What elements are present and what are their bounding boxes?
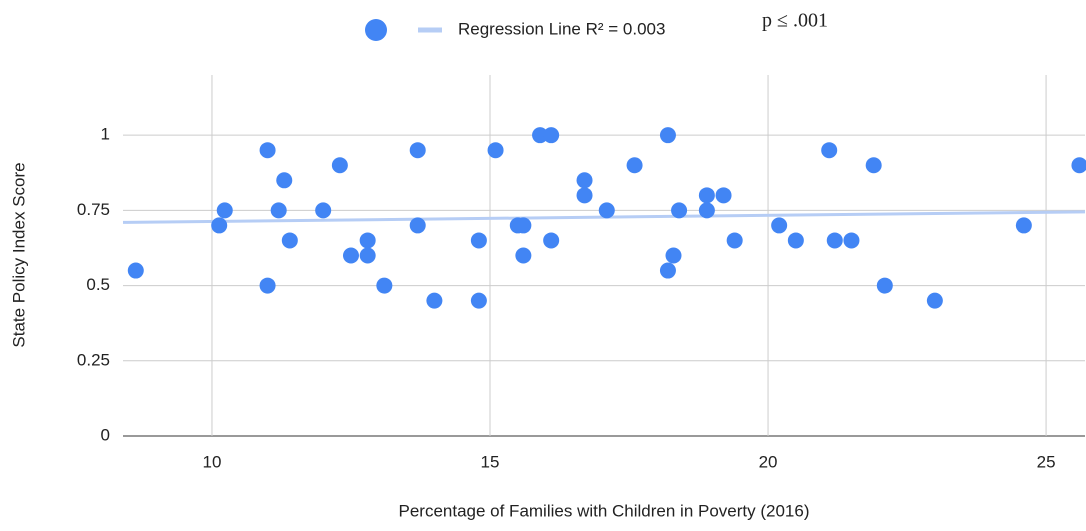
y-axis-title: State Policy Index Score: [9, 162, 28, 347]
point: [211, 217, 228, 234]
y-tick-label: 0: [101, 425, 110, 444]
x-tick-label: 20: [759, 452, 778, 471]
legend-marker: [365, 19, 387, 41]
point: [281, 232, 298, 249]
point: [659, 127, 676, 144]
x-tick-label: 25: [1037, 452, 1056, 471]
point: [409, 142, 426, 159]
point: [926, 292, 943, 309]
point: [409, 217, 426, 234]
point: [726, 232, 743, 249]
point: [470, 232, 487, 249]
point: [515, 247, 532, 264]
point: [543, 127, 560, 144]
x-tick-label: 15: [481, 452, 500, 471]
point: [487, 142, 504, 159]
point: [698, 187, 715, 204]
point: [698, 202, 715, 219]
point: [671, 202, 688, 219]
x-tick-label: 10: [203, 452, 222, 471]
point: [771, 217, 788, 234]
y-tick-label: 0.5: [86, 275, 110, 294]
point: [315, 202, 332, 219]
point: [865, 157, 882, 174]
point: [1071, 157, 1086, 174]
annotation: p ≤ .001: [762, 10, 828, 32]
point: [843, 232, 860, 249]
point: [515, 217, 532, 234]
point: [576, 172, 593, 189]
point: [576, 187, 593, 204]
x-axis-title: Percentage of Families with Children in …: [398, 501, 809, 520]
point: [532, 127, 549, 144]
point: [127, 262, 144, 279]
legend-label: Regression Line R² = 0.003: [458, 19, 665, 38]
y-tick-label: 1: [101, 125, 110, 144]
point: [376, 277, 393, 294]
point: [259, 277, 276, 294]
point: [598, 202, 615, 219]
point: [470, 292, 487, 309]
y-tick-label: 0.75: [77, 200, 110, 219]
point: [1015, 217, 1032, 234]
point: [787, 232, 804, 249]
point: [342, 247, 359, 264]
point: [821, 142, 838, 159]
point: [276, 172, 293, 189]
point: [259, 142, 276, 159]
point: [876, 277, 893, 294]
point: [626, 157, 643, 174]
point: [331, 157, 348, 174]
point: [659, 262, 676, 279]
point: [715, 187, 732, 204]
y-tick-label: 0.25: [77, 350, 110, 369]
point: [216, 202, 233, 219]
point: [543, 232, 560, 249]
point: [665, 247, 682, 264]
point: [270, 202, 287, 219]
point: [359, 247, 376, 264]
point: [826, 232, 843, 249]
point: [359, 232, 376, 249]
point: [426, 292, 443, 309]
